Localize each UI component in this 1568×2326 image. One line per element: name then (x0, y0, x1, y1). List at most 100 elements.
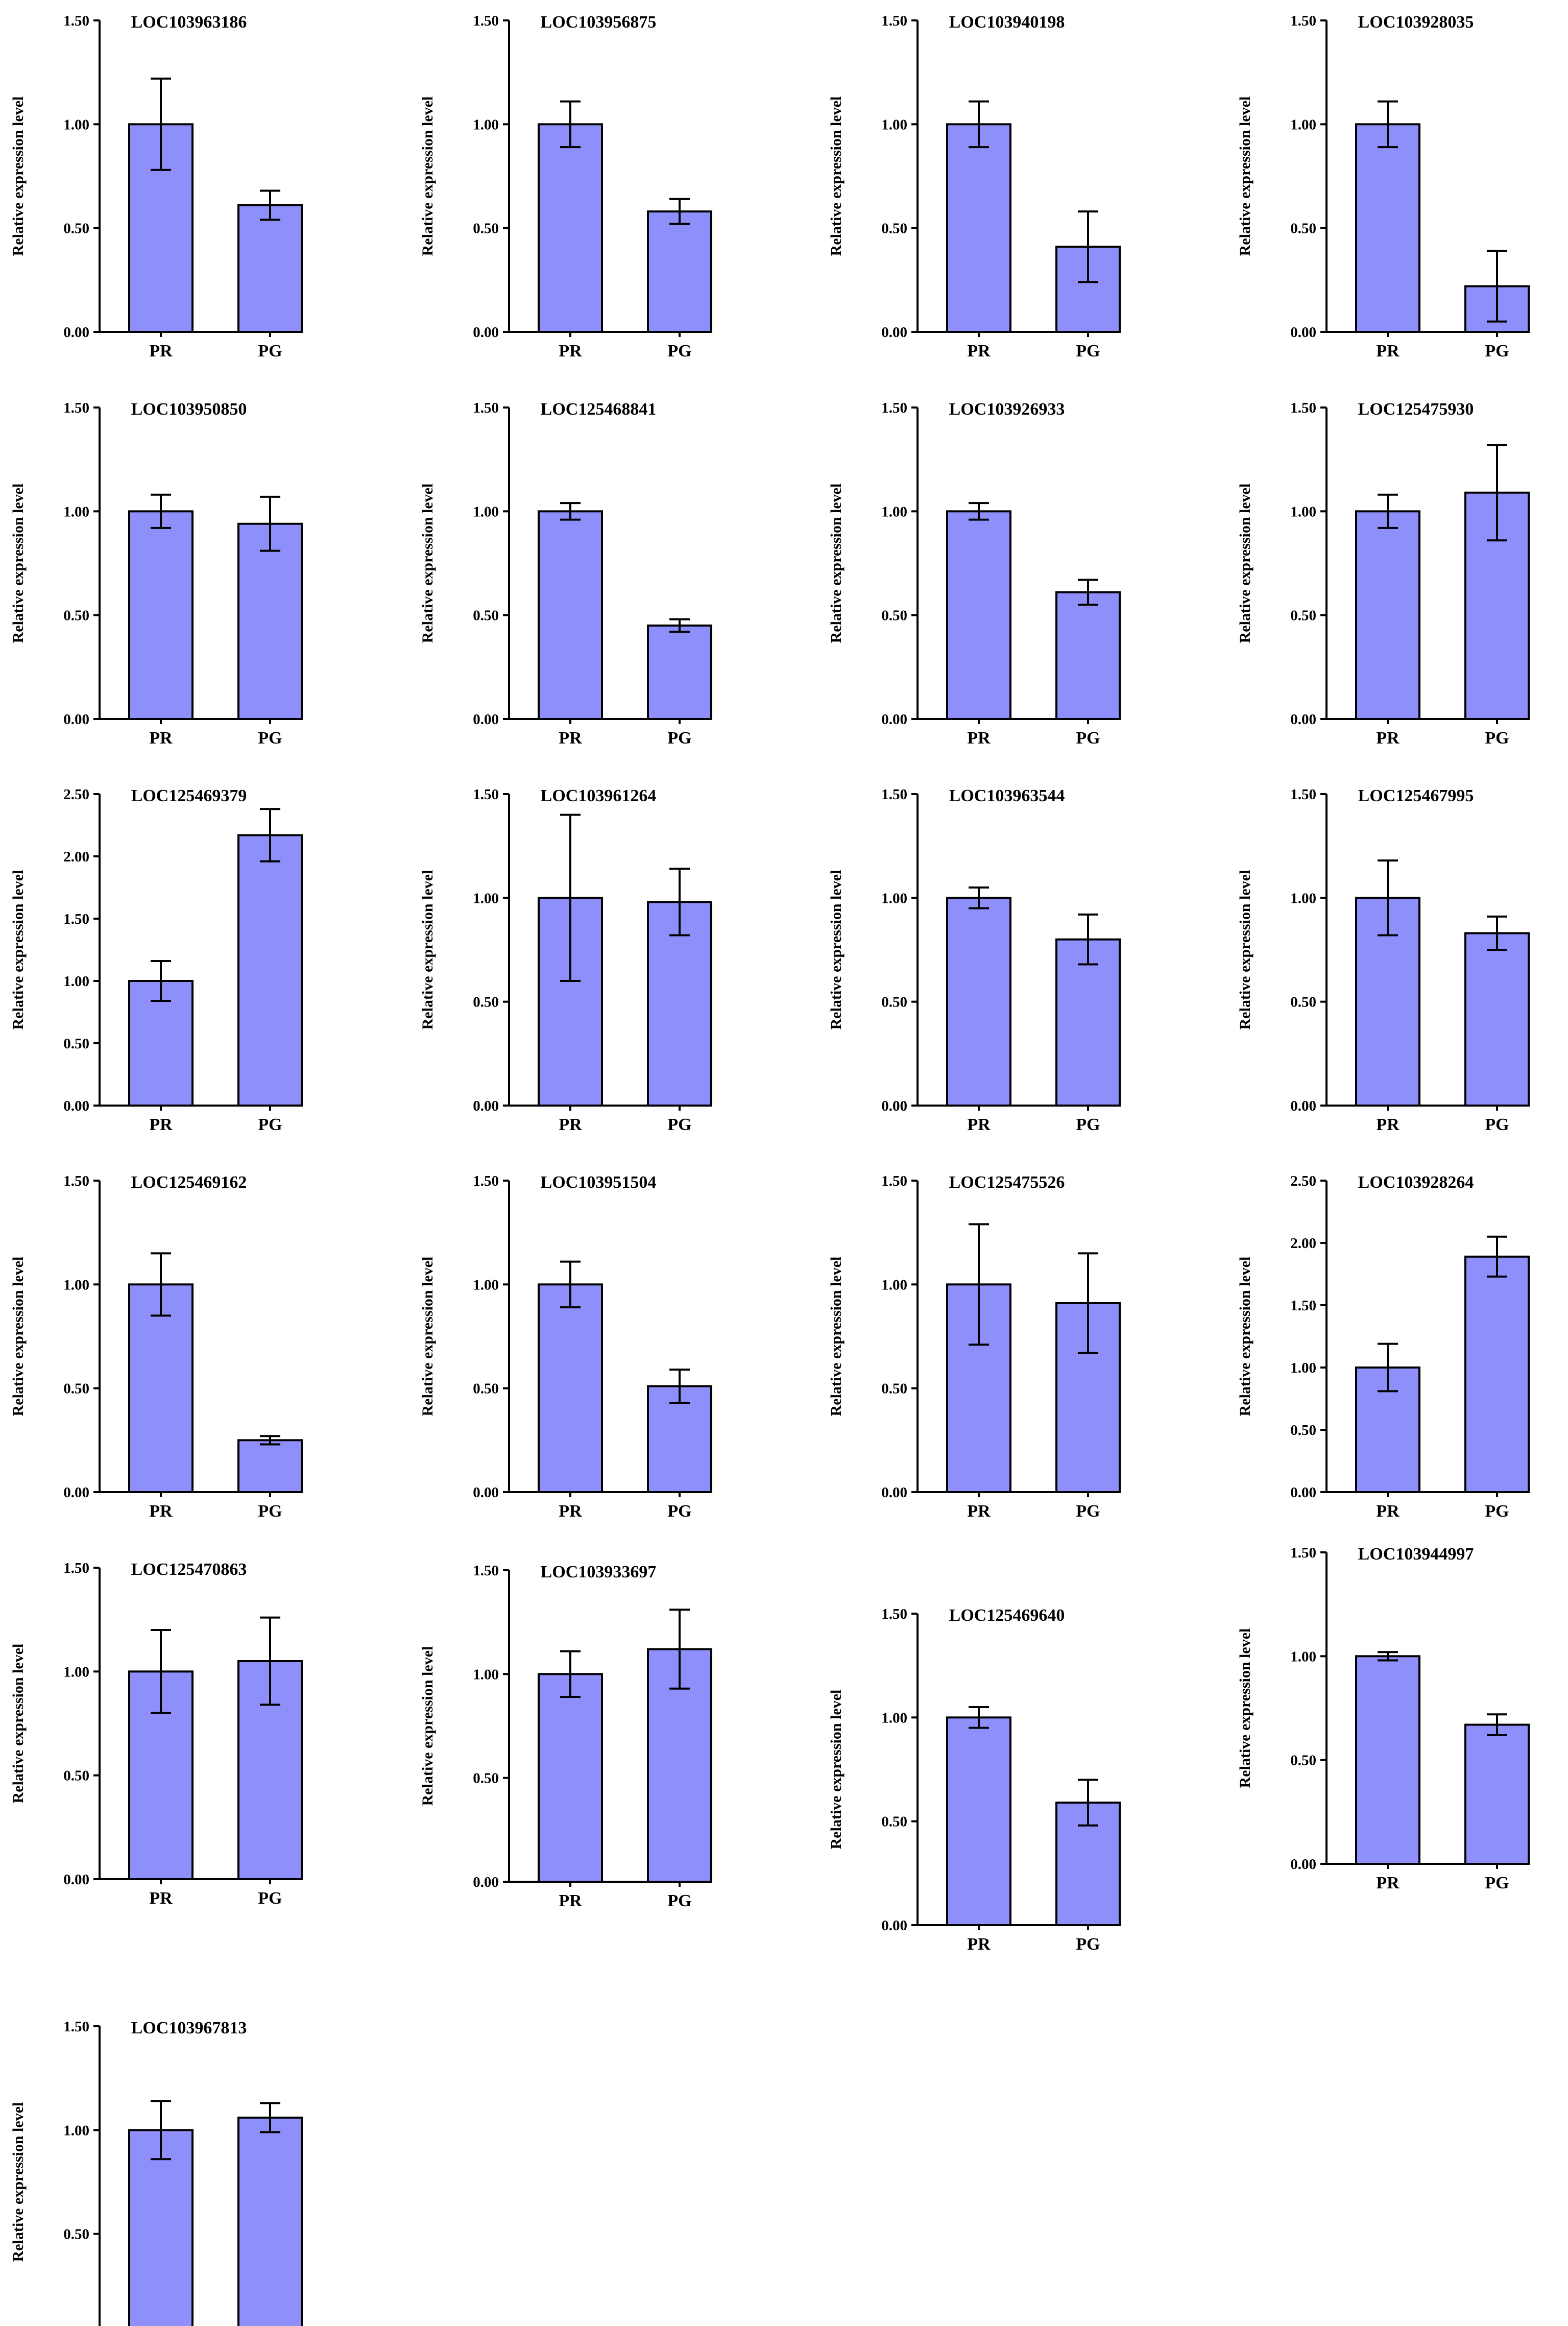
chart-title: LOC103944997 (1358, 1545, 1474, 1564)
y-tick-label: 0.50 (63, 608, 89, 624)
y-tick-label: 0.00 (881, 711, 907, 728)
chart-title: LOC103933697 (541, 1563, 657, 1581)
chart-title: LOC103963544 (949, 786, 1065, 805)
y-axis-label: Relative expression level (10, 2102, 27, 2262)
x-category-label: PR (1376, 729, 1400, 748)
chart-panel: LOC103956875 Relative expression level 0.0… (419, 13, 712, 361)
y-axis-label: Relative expression level (10, 1644, 27, 1804)
bar-pg (1055, 1802, 1121, 1926)
y-tick-label: 0.00 (1290, 1856, 1316, 1873)
chart-panel: LOC103950850 Relative expression level 0.0… (10, 400, 303, 748)
y-tick-label: 2.00 (1290, 1235, 1316, 1252)
y-axis-label: Relative expression level (10, 1257, 27, 1417)
bar-pr (128, 1283, 194, 1493)
y-tick-label: 0.00 (63, 1484, 89, 1501)
x-category-label: PG (1076, 1502, 1100, 1521)
y-tick-label: 0.00 (473, 324, 499, 341)
y-tick-label: 1.00 (63, 1664, 89, 1680)
y-axis-label: Relative expression level (828, 484, 845, 643)
x-category-label: PR (149, 1889, 173, 1908)
y-tick-label: 0.50 (1290, 608, 1316, 624)
bar-pr (946, 1716, 1011, 1926)
x-category-label: PR (967, 1115, 991, 1134)
y-axis-label: Relative expression level (1237, 1257, 1253, 1417)
y-tick-label: 1.50 (63, 13, 89, 29)
x-category-label: PG (667, 729, 691, 748)
x-category-label: PG (258, 342, 282, 361)
y-tick-label: 0.50 (881, 608, 907, 624)
y-tick-label: 0.00 (1290, 711, 1316, 728)
y-tick-label: 0.00 (473, 1874, 499, 1890)
y-tick-label: 0.50 (473, 608, 499, 624)
y-tick-label: 1.50 (881, 1606, 907, 1622)
y-axis-label: Relative expression level (1237, 1628, 1253, 1788)
bar-pr (946, 897, 1011, 1107)
y-tick-label: 0.00 (473, 1484, 499, 1501)
bar-pr (538, 1283, 603, 1493)
chart-panel: LOC103951504 Relative expression level 0.0… (419, 1173, 712, 1521)
chart-panel: LOC103961264 Relative expression level 0.0… (419, 786, 712, 1134)
x-category-label: PR (149, 729, 173, 748)
chart-panel: LOC125469640 Relative expression level 0.0… (828, 1606, 1121, 1954)
y-tick-label: 1.50 (1290, 786, 1316, 803)
chart-title: LOC125470863 (131, 1560, 247, 1579)
bar-pg (1055, 591, 1121, 721)
chart-title: LOC103956875 (541, 13, 657, 32)
x-category-label: PR (967, 1502, 991, 1521)
y-tick-label: 0.50 (1290, 994, 1316, 1011)
y-tick-label: 1.00 (473, 116, 499, 133)
y-tick-label: 1.00 (473, 503, 499, 520)
chart-panel: LOC125467995 Relative expression level 0.0… (1237, 786, 1530, 1134)
bar-pg (1464, 1723, 1530, 1865)
x-category-label: PR (559, 729, 582, 748)
x-category-label: PR (559, 1891, 582, 1910)
x-category-label: PG (1485, 342, 1509, 361)
y-axis-label: Relative expression level (10, 870, 27, 1030)
y-axis-label: Relative expression level (1237, 870, 1253, 1030)
bar-pg (237, 2116, 303, 2326)
y-axis-label: Relative expression level (419, 1646, 436, 1806)
y-tick-label: 1.50 (63, 911, 89, 927)
y-tick-label: 1.50 (1290, 1545, 1316, 1561)
chart-title: LOC103963186 (131, 13, 247, 32)
y-tick-label: 1.00 (881, 116, 907, 133)
y-tick-label: 1.00 (473, 1277, 499, 1293)
bar-pg (1464, 1255, 1530, 1494)
y-tick-label: 0.00 (881, 1484, 907, 1501)
y-axis-label: Relative expression level (419, 97, 436, 256)
y-tick-label: 0.50 (63, 2226, 89, 2243)
y-tick-label: 1.00 (1290, 1648, 1316, 1665)
y-tick-label: 1.00 (1290, 503, 1316, 520)
y-tick-label: 2.50 (1290, 1173, 1316, 1189)
x-category-label: PG (667, 342, 691, 361)
y-tick-label: 0.00 (63, 1872, 89, 1888)
chart-title: LOC103951504 (541, 1173, 657, 1192)
y-axis-label: Relative expression level (1237, 484, 1253, 643)
x-category-label: PR (967, 729, 991, 748)
y-tick-label: 1.50 (881, 13, 907, 29)
y-tick-label: 1.50 (881, 786, 907, 803)
bar-pr (538, 1673, 603, 1883)
chart-panel: LOC125468841 Relative expression level 0.0… (419, 400, 712, 748)
chart-panel: LOC103933697 Relative expression level 0.0… (419, 1563, 712, 1910)
bar-pg (237, 522, 303, 720)
chart-title: LOC125475930 (1358, 400, 1474, 419)
y-tick-label: 0.00 (63, 711, 89, 728)
x-category-label: PG (667, 1115, 691, 1134)
chart-panel: LOC125475930 Relative expression level 0.0… (1237, 400, 1530, 748)
y-tick-label: 0.50 (473, 1381, 499, 1397)
x-category-label: PG (258, 729, 282, 748)
x-category-label: PR (967, 342, 991, 361)
y-tick-label: 1.50 (473, 1563, 499, 1579)
chart-title: LOC103950850 (131, 400, 247, 419)
y-tick-label: 1.50 (1290, 400, 1316, 416)
chart-title: LOC103928264 (1358, 1173, 1474, 1192)
y-tick-label: 1.00 (881, 1277, 907, 1293)
x-category-label: PG (1076, 342, 1100, 361)
y-tick-label: 0.00 (1290, 324, 1316, 341)
chart-title: LOC103961264 (541, 786, 657, 805)
y-tick-label: 0.50 (1290, 221, 1316, 237)
y-tick-label: 0.50 (881, 1381, 907, 1397)
y-tick-label: 0.00 (1290, 1098, 1316, 1114)
